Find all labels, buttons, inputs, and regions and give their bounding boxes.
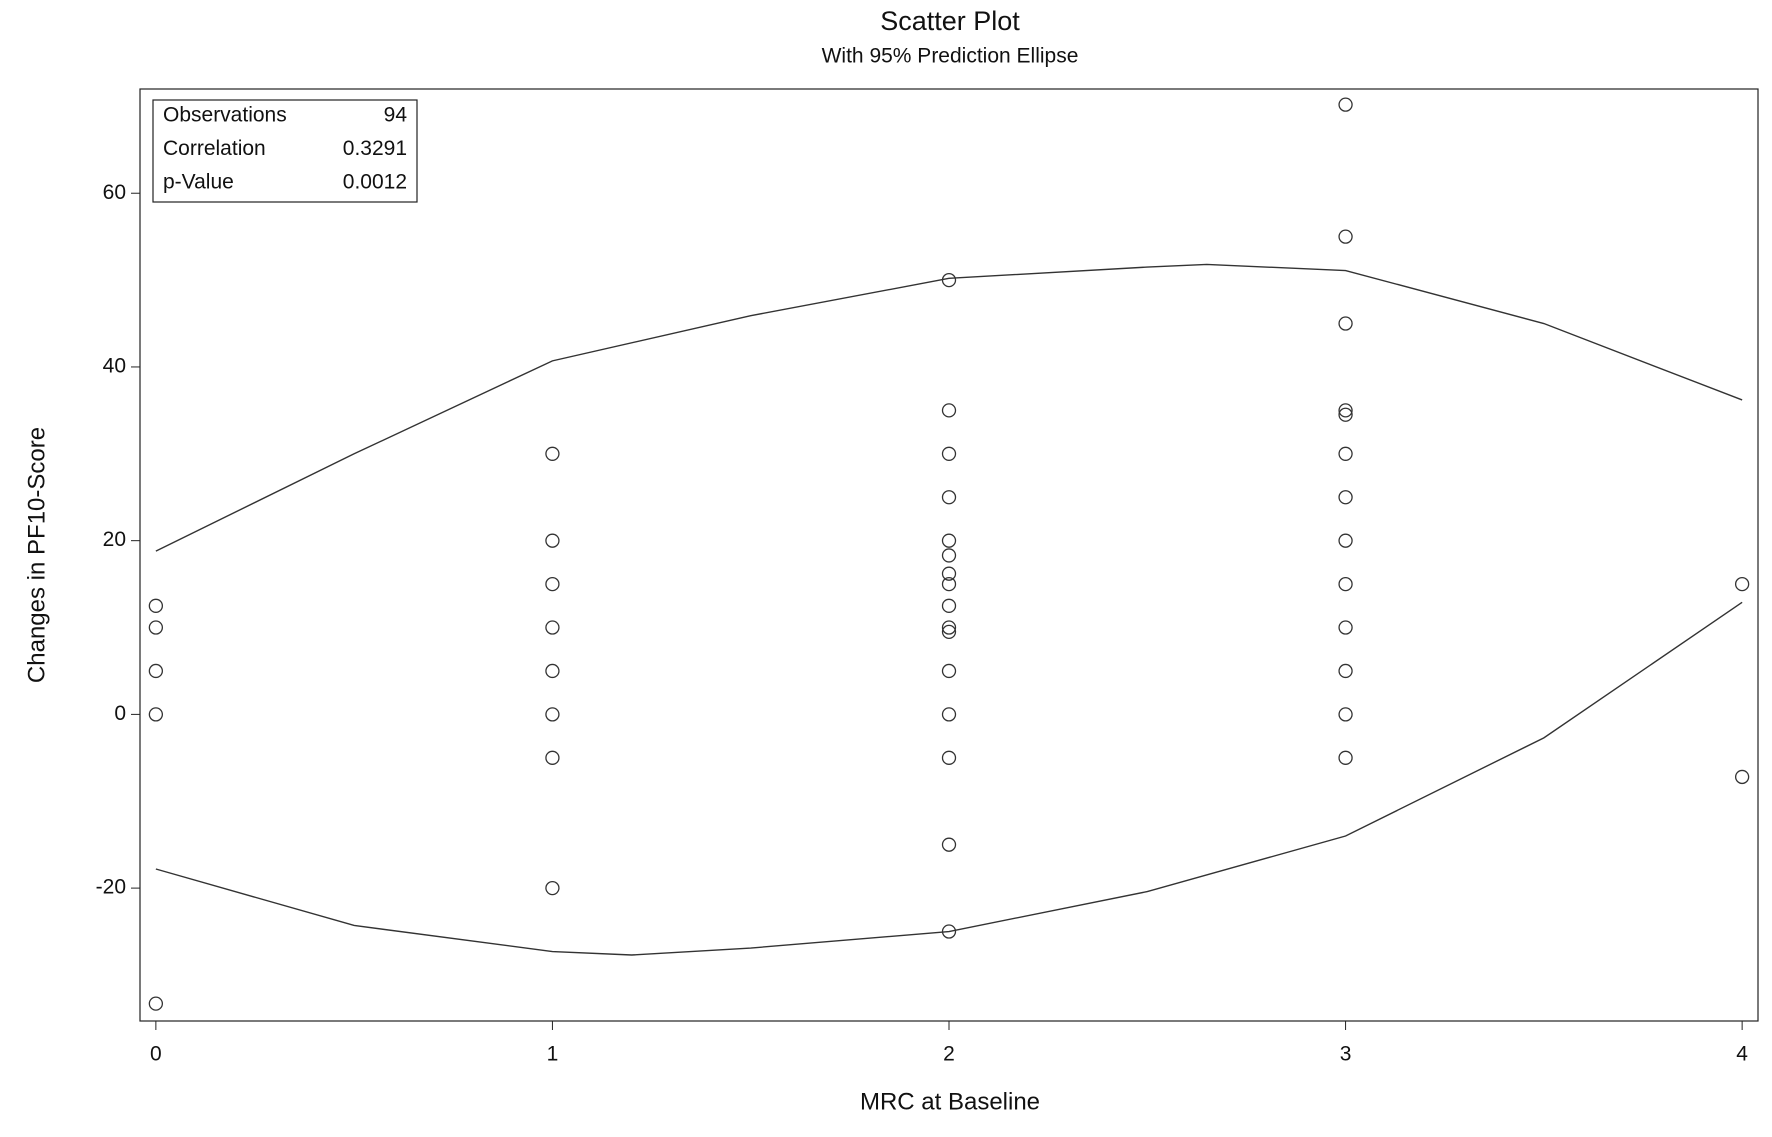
point xyxy=(545,707,560,722)
point xyxy=(941,620,957,635)
chart-title: Scatter Plot xyxy=(880,6,1020,36)
ellipse-line xyxy=(155,263,1743,956)
point xyxy=(545,533,560,548)
point xyxy=(1338,707,1353,722)
point xyxy=(941,566,957,581)
x-axis-label: MRC at Baseline xyxy=(860,1088,1040,1115)
y-tick-label: 60 xyxy=(103,181,126,204)
point xyxy=(1338,446,1353,461)
point xyxy=(941,533,957,548)
y-tick-label: 20 xyxy=(103,528,126,551)
point xyxy=(941,548,957,563)
point xyxy=(148,620,164,635)
stats-value: 0.3291 xyxy=(343,137,407,160)
stats-label: Observations xyxy=(163,104,287,127)
point xyxy=(941,707,957,722)
point xyxy=(941,272,957,288)
point xyxy=(545,620,560,635)
x-tick-label: 1 xyxy=(547,1043,559,1066)
point xyxy=(1338,663,1353,679)
point xyxy=(1734,769,1750,785)
point xyxy=(148,996,164,1011)
y-axis-label: Changes in PF10-Score xyxy=(23,427,50,683)
point xyxy=(941,750,957,765)
plot-frame xyxy=(139,88,1759,1022)
stats-box xyxy=(152,99,418,203)
point xyxy=(1734,576,1750,592)
x-tick-label: 4 xyxy=(1736,1043,1748,1066)
point xyxy=(941,837,957,852)
y-tick-label: -20 xyxy=(96,876,126,899)
x-tick-label: 0 xyxy=(150,1043,162,1066)
point xyxy=(941,624,957,640)
stats-label: p-Value xyxy=(163,171,234,194)
point xyxy=(1338,533,1353,548)
stats-value: 0.0012 xyxy=(343,171,407,194)
point xyxy=(941,446,957,461)
point xyxy=(941,576,957,592)
point xyxy=(1338,403,1353,418)
point xyxy=(941,663,957,679)
point xyxy=(941,403,957,418)
stats-label: Correlation xyxy=(163,137,266,160)
point xyxy=(1338,576,1353,592)
point xyxy=(941,598,957,613)
point xyxy=(148,598,164,613)
x-tick-label: 3 xyxy=(1340,1043,1352,1066)
point xyxy=(1338,407,1353,422)
point xyxy=(148,663,164,679)
point xyxy=(1338,229,1353,244)
point xyxy=(148,707,164,722)
y-tick-label: 40 xyxy=(103,354,126,377)
point xyxy=(1338,750,1353,765)
point xyxy=(1338,620,1353,635)
chart-subtitle: With 95% Prediction Ellipse xyxy=(822,45,1079,68)
point xyxy=(545,663,560,679)
point xyxy=(545,750,560,765)
point xyxy=(941,490,957,505)
point xyxy=(545,576,560,592)
point xyxy=(545,446,560,461)
x-tick-label: 2 xyxy=(943,1043,955,1066)
point xyxy=(1338,316,1353,331)
stats-value: 94 xyxy=(384,104,408,127)
point xyxy=(1338,490,1353,505)
point xyxy=(545,880,560,896)
point xyxy=(1338,97,1353,112)
y-tick-label: 0 xyxy=(114,702,126,725)
